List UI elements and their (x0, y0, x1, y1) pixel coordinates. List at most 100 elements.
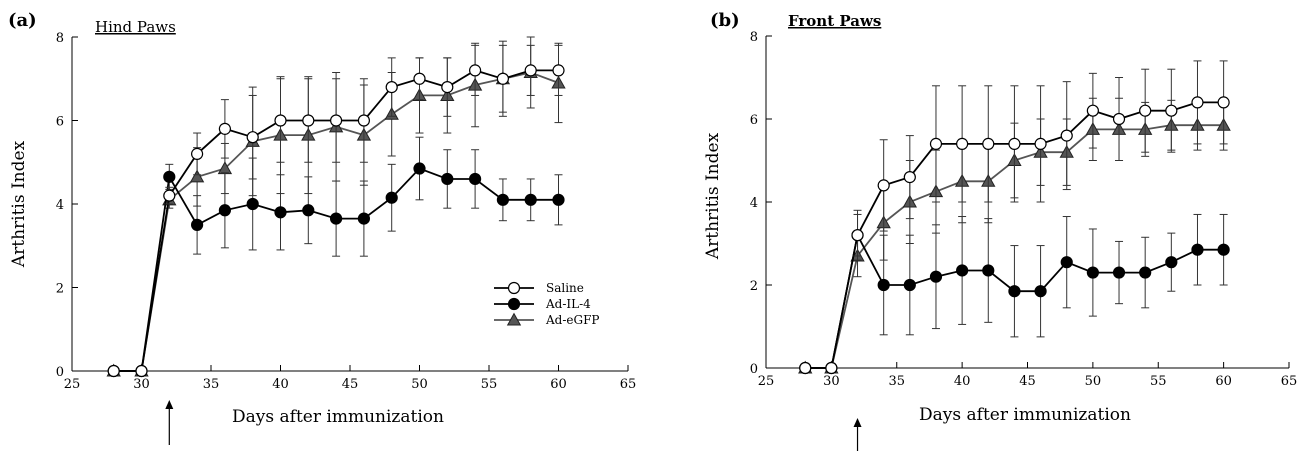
hind-paws-chart: (a) Hind Paws 25 30 35 40 45 50 55 60 65 0 2 4 6 8 A… (8, 10, 637, 445)
x-tick-label: 30 (823, 374, 840, 389)
y-tick-label: 2 (750, 279, 758, 294)
data-point (877, 278, 890, 292)
x-tick-label: 50 (1085, 374, 1102, 389)
x-tick-label: 60 (1215, 374, 1232, 389)
data-point (982, 137, 995, 150)
legend-label: Ad-eGFP (545, 313, 600, 327)
series-saline (107, 44, 565, 378)
data-point (163, 170, 176, 183)
x-tick-label: 40 (954, 374, 971, 389)
arrow-head (165, 400, 174, 409)
x-tick-label: 55 (1150, 374, 1167, 389)
data-point (189, 169, 205, 183)
data-point (552, 193, 565, 206)
data-point (246, 131, 259, 144)
data-point (163, 189, 176, 202)
panel-label: (b) (710, 10, 740, 31)
y-axis-label: Arthritis Index (703, 132, 723, 260)
data-point (246, 197, 259, 211)
data-point (1060, 256, 1073, 269)
data-point (1008, 285, 1021, 298)
data-point (851, 229, 864, 242)
data-point (302, 204, 315, 217)
y-tick-label: 2 (56, 282, 64, 297)
data-point (903, 278, 916, 292)
y-axis-label: Arthritis Index (9, 140, 29, 268)
chart-title: Hind Paws (95, 18, 176, 36)
data-point (1112, 112, 1126, 126)
data-point (1165, 104, 1178, 117)
data-point (274, 114, 287, 127)
data-point (413, 72, 426, 85)
x-tick-label: 65 (1281, 374, 1298, 389)
data-point (877, 179, 890, 192)
data-point (552, 64, 565, 77)
arrow-head (853, 418, 862, 427)
front-paws-chart: (b) Front Paws 25 30 35 40 45 50 55 60 65 02468 … (703, 10, 1298, 451)
y-axis: 0 2 4 6 8 (56, 31, 78, 380)
plot-area (798, 60, 1231, 375)
chart-title: Front Paws (788, 12, 881, 30)
data-point (1086, 266, 1099, 279)
data-point (357, 114, 370, 127)
y-tick-label: 4 (56, 198, 64, 213)
arrow-indicator (853, 418, 862, 451)
y-tick-label: 0 (56, 365, 64, 380)
x-tick-label: 40 (272, 377, 289, 392)
data-point (1034, 285, 1047, 298)
x-tick-label: 35 (203, 377, 220, 392)
data-point (1008, 137, 1021, 150)
x-tick-label: 25 (64, 377, 81, 392)
data-point (302, 114, 315, 127)
y-tick-label: 0 (750, 362, 758, 377)
data-point (1112, 266, 1126, 279)
data-point (1191, 96, 1204, 109)
y-axis: 0 2 4 6 8 (750, 30, 772, 377)
plot-area (106, 36, 566, 378)
y-tick-label: 8 (56, 31, 64, 46)
legend-item: Ad-IL-4 (494, 297, 591, 311)
data-point (441, 80, 454, 94)
data-point (107, 364, 120, 378)
x-axis: 25 30 35 40 45 50 55 60 65 (758, 362, 1298, 389)
data-point (1165, 256, 1178, 269)
legend-label: Saline (546, 281, 584, 295)
data-point (1060, 129, 1073, 142)
data-point (1191, 243, 1204, 256)
data-point (330, 114, 343, 127)
data-point (524, 64, 537, 77)
legend-item: Ad-eGFP (494, 312, 600, 327)
legend-label: Ad-IL-4 (545, 297, 591, 311)
data-point (956, 264, 969, 277)
legend-marker (506, 312, 522, 326)
data-point (274, 206, 287, 219)
data-point (441, 172, 454, 186)
data-point (1034, 137, 1047, 150)
data-point (330, 212, 343, 225)
data-point (1217, 96, 1230, 109)
data-point (135, 364, 148, 378)
data-point (218, 204, 231, 217)
data-point (413, 162, 426, 175)
data-point (1139, 104, 1152, 117)
y-tick-label: 6 (56, 115, 64, 130)
series-saline (799, 60, 1230, 375)
y-tick-label: 4 (750, 196, 758, 211)
x-axis-label: Days after immunization (232, 407, 444, 427)
data-point (956, 137, 969, 150)
data-point (903, 171, 916, 184)
data-point (825, 361, 838, 375)
x-tick-label: 45 (1019, 374, 1036, 389)
x-tick-label: 55 (481, 377, 498, 392)
data-point (191, 218, 204, 231)
x-tick-label: 45 (342, 377, 359, 392)
panel-label: (a) (8, 10, 37, 31)
legend: Saline Ad-IL-4 Ad-eGFP (494, 281, 600, 327)
data-point (496, 193, 509, 206)
data-point (385, 80, 398, 94)
y-tick-label: 6 (750, 113, 758, 128)
legend-marker (507, 297, 521, 311)
data-point (218, 122, 231, 135)
x-tick-label: 50 (411, 377, 428, 392)
x-tick-label: 65 (620, 377, 637, 392)
